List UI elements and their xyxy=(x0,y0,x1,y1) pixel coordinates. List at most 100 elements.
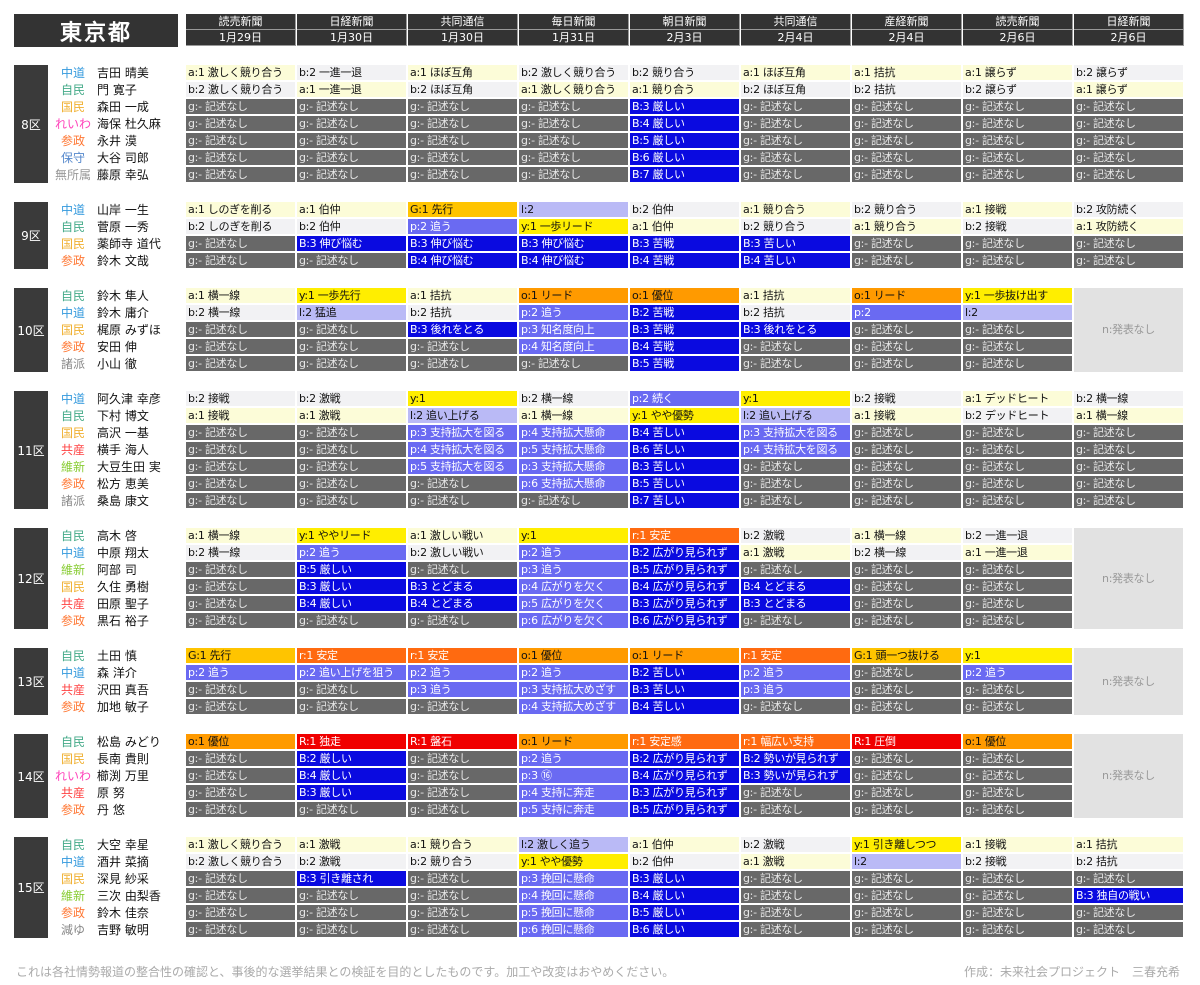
candidate-name: 菅原 一秀 xyxy=(97,220,149,234)
forecast-cell: B:4 苦しい xyxy=(630,425,740,441)
party-label: 維新 xyxy=(60,460,85,474)
forecast-cell: a:1 拮抗 xyxy=(852,65,962,81)
forecast-cell: g:- 記述なし xyxy=(408,699,518,715)
column-header: 朝日新聞 2月3日 xyxy=(630,14,740,47)
forecast-cell: B:3 後れをとる xyxy=(741,322,851,338)
forecast-cell: B:5 厳しい xyxy=(630,133,740,149)
forecast-cell: r:1 安定感 xyxy=(630,734,740,750)
forecast-cell: y:1 一歩先行 xyxy=(297,288,407,304)
forecast-cell: g:- 記述なし xyxy=(741,871,851,887)
forecast-cell: g:- 記述なし xyxy=(741,888,851,904)
party-label: 無所属 xyxy=(54,168,91,182)
forecast-cell: g:- 記述なし xyxy=(963,476,1073,492)
forecast-cell: g:- 記述なし xyxy=(408,802,518,818)
party-label: 自民 xyxy=(60,529,85,543)
forecast-cell: B:3 とどまる xyxy=(408,579,518,595)
forecast-cell: g:- 記述なし xyxy=(186,236,296,252)
forecast-cell: g:- 記述なし xyxy=(963,682,1073,698)
forecast-cell: g:- 記述なし xyxy=(186,442,296,458)
forecast-cell: g:- 記述なし xyxy=(963,596,1073,612)
party-label: 維新 xyxy=(60,889,85,903)
party-label: 参政 xyxy=(60,254,85,268)
forecast-cell: g:- 記述なし xyxy=(963,493,1073,509)
forecast-cell: g:- 記述なし xyxy=(852,116,962,132)
forecast-cell: a:1 激戦 xyxy=(741,854,851,870)
forecast-cell: g:- 記述なし xyxy=(741,802,851,818)
candidate-name: 長南 貴則 xyxy=(97,752,149,766)
forecast-cell: B:4 厳しい xyxy=(297,768,407,784)
forecast-cell: B:3 苦しい xyxy=(630,682,740,698)
forecast-cell: a:1 攻防続く xyxy=(1074,219,1184,235)
candidate-name: 田原 聖子 xyxy=(97,597,149,611)
forecast-cell: r:1 幅広い支持 xyxy=(741,734,851,750)
forecast-cell: b:2 競り合う xyxy=(852,202,962,218)
party-label: 共産 xyxy=(60,786,85,800)
forecast-cell: g:- 記述なし xyxy=(1074,150,1184,166)
forecast-cell: g:- 記述なし xyxy=(1074,459,1184,475)
forecast-cell: B:3 後れをとる xyxy=(408,322,518,338)
forecast-cell: g:- 記述なし xyxy=(297,167,407,183)
column-header: 読売新聞 1月29日 xyxy=(186,14,296,47)
forecast-cell: o:1 優位 xyxy=(519,648,629,664)
candidate-name: 山岸 一生 xyxy=(97,203,149,217)
district-label: 12区 xyxy=(14,528,48,629)
forecast-cell: g:- 記述なし xyxy=(297,613,407,629)
candidate-name: 海保 杜久麻 xyxy=(97,117,161,131)
forecast-cell: b:2 激戦 xyxy=(297,854,407,870)
forecast-cell: b:2 ほぼ互角 xyxy=(408,82,518,98)
forecast-cell: g:- 記述なし xyxy=(852,768,962,784)
forecast-cell: g:- 記述なし xyxy=(297,905,407,921)
forecast-cell: g:- 記述なし xyxy=(297,425,407,441)
forecast-cell: a:1 接戦 xyxy=(963,837,1073,853)
candidate-name: 梶原 みずほ xyxy=(97,323,161,337)
forecast-cell: g:- 記述なし xyxy=(852,665,962,681)
party-label: 自民 xyxy=(60,649,85,663)
candidate-name: 安田 伸 xyxy=(97,340,137,354)
candidate-name: 桑島 康文 xyxy=(97,494,149,508)
forecast-cell: p:3 支持拡大を図る xyxy=(408,425,518,441)
not-announced-cell: n:発表なし xyxy=(1074,288,1184,373)
forecast-cell: b:2 拮抗 xyxy=(408,305,518,321)
forecast-cell: g:- 記述なし xyxy=(186,802,296,818)
column-paper: 読売新聞 xyxy=(963,14,1073,30)
forecast-cell: g:- 記述なし xyxy=(186,356,296,372)
forecast-cell: b:2 伯仲 xyxy=(630,202,740,218)
forecast-cell: B:3 厳しい xyxy=(630,871,740,887)
forecast-cell: B:4 広がり見られず xyxy=(630,768,740,784)
party-label: 諸派 xyxy=(60,494,85,508)
forecast-cell: B:5 厳しい xyxy=(297,562,407,578)
forecast-cell: a:1 競り合う xyxy=(741,202,851,218)
forecast-cell: p:3 追う xyxy=(519,562,629,578)
forecast-cell: g:- 記述なし xyxy=(852,322,962,338)
not-announced-cell: n:発表なし xyxy=(1074,648,1184,716)
forecast-cell: g:- 記述なし xyxy=(186,596,296,612)
forecast-cell: g:- 記述なし xyxy=(852,476,962,492)
forecast-cell: g:- 記述なし xyxy=(852,99,962,115)
district-label: 14区 xyxy=(14,734,48,818)
forecast-cell: B:3 苦しい xyxy=(630,459,740,475)
forecast-cell: a:1 横一線 xyxy=(519,408,629,424)
forecast-cell: a:1 しのぎを削る xyxy=(186,202,296,218)
forecast-cell: y:1 xyxy=(408,391,518,407)
forecast-cell: g:- 記述なし xyxy=(963,888,1073,904)
forecast-cell: g:- 記述なし xyxy=(852,236,962,252)
forecast-cell: p:2 追う xyxy=(408,665,518,681)
forecast-cell: B:6 厳しい xyxy=(630,922,740,938)
forecast-cell: B:4 とどまる xyxy=(408,596,518,612)
party-label: 共産 xyxy=(60,443,85,457)
forecast-cell: g:- 記述なし xyxy=(408,613,518,629)
forecast-cell: g:- 記述なし xyxy=(963,322,1073,338)
forecast-cell: o:1 優位 xyxy=(630,288,740,304)
forecast-cell: a:1 激戦 xyxy=(297,837,407,853)
forecast-cell: R:1 圧倒 xyxy=(852,734,962,750)
forecast-cell: g:- 記述なし xyxy=(186,682,296,698)
forecast-cell: a:1 横一線 xyxy=(1074,408,1184,424)
forecast-cell: B:6 厳しい xyxy=(630,150,740,166)
forecast-cell: B:2 苦戦 xyxy=(630,305,740,321)
party-label: 国民 xyxy=(60,752,85,766)
candidate-name: 中原 翔太 xyxy=(97,546,149,560)
forecast-cell: b:2 横一線 xyxy=(186,545,296,561)
candidate-name: 久住 勇樹 xyxy=(97,580,149,594)
forecast-cell: a:1 競り合う xyxy=(408,837,518,853)
forecast-cell: b:2 拮抗 xyxy=(741,305,851,321)
